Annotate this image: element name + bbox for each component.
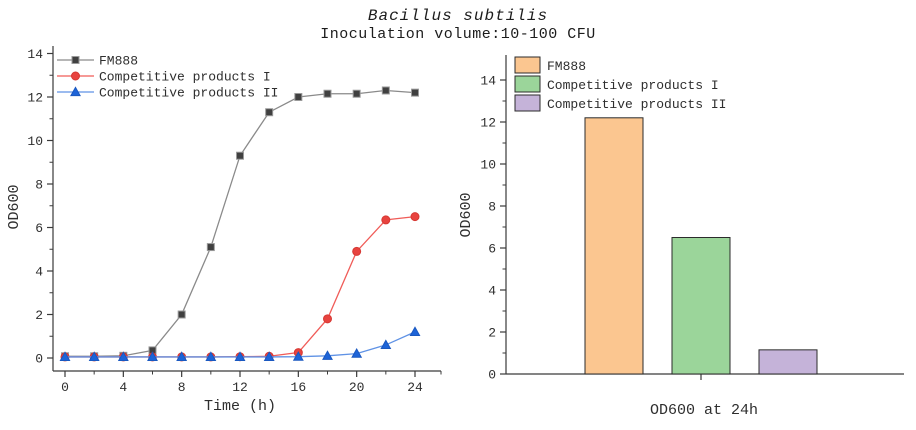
data-point-triangle xyxy=(147,351,158,362)
x-tick-label: 16 xyxy=(291,380,307,395)
legend-label: FM888 xyxy=(99,54,138,69)
data-point-circle xyxy=(323,314,332,324)
y-tick-label: 6 xyxy=(35,221,43,236)
data-point-triangle xyxy=(88,351,100,362)
data-point-square xyxy=(411,88,419,97)
y-tick-label: 2 xyxy=(35,308,43,323)
y-tick-label: 6 xyxy=(488,242,496,257)
y-tick-label: 2 xyxy=(488,326,496,341)
data-point-square xyxy=(177,310,186,319)
data-point-triangle xyxy=(205,351,217,362)
series-line xyxy=(65,215,416,358)
data-point-triangle xyxy=(70,86,81,97)
data-point-triangle xyxy=(59,351,71,362)
data-point-circle xyxy=(410,212,420,222)
data-point-circle xyxy=(71,71,80,81)
series-competitive-products-ii xyxy=(59,326,421,362)
y-tick-label: 12 xyxy=(27,91,43,106)
legend-label: Competitive products II xyxy=(99,86,278,101)
data-point-triangle xyxy=(292,351,304,361)
data-point-circle xyxy=(352,246,362,256)
data-point-circle xyxy=(381,215,391,225)
y-tick-label: 14 xyxy=(480,74,496,89)
y-tick-label: 12 xyxy=(480,116,496,131)
legend-label: Competitive products I xyxy=(547,78,719,93)
x-axis-title: OD600 at 24h xyxy=(650,402,758,419)
data-point-triangle xyxy=(234,351,246,362)
data-point-square xyxy=(352,89,361,98)
y-tick-label: 10 xyxy=(480,158,496,173)
legend-swatch xyxy=(514,56,541,74)
data-point-square xyxy=(265,108,274,117)
y-axis-title: OD600 xyxy=(458,192,475,237)
data-point-square xyxy=(236,151,244,160)
bar-fm888 xyxy=(584,117,644,375)
x-tick-label: 20 xyxy=(349,380,365,395)
y-tick-label: 10 xyxy=(27,134,43,149)
y-tick-label: 0 xyxy=(488,368,496,383)
bar-competitive-products-i xyxy=(671,237,731,375)
bar-competitive-products-ii xyxy=(758,349,818,375)
data-point-triangle xyxy=(322,350,333,360)
x-axis-title: Time (h) xyxy=(204,398,276,415)
legend-label: Competitive products II xyxy=(547,97,726,112)
legend-label: Competitive products I xyxy=(99,70,271,85)
series-line xyxy=(65,89,416,357)
data-point-square xyxy=(323,89,332,98)
x-tick-label: 4 xyxy=(119,380,127,395)
y-tick-label: 4 xyxy=(488,284,496,299)
series-fm888 xyxy=(61,86,419,361)
y-tick-label: 8 xyxy=(35,178,43,193)
data-point-triangle xyxy=(351,348,363,358)
legend-label: FM888 xyxy=(547,59,586,74)
legend-swatch xyxy=(514,75,541,93)
y-tick-label: 8 xyxy=(488,200,496,215)
data-point-triangle xyxy=(380,339,392,350)
x-tick-label: 24 xyxy=(407,380,423,395)
data-point-triangle xyxy=(409,326,421,336)
bar-chart: 0 2 4 6 8 10 12 14 OD600 at 24h OD600 FM888 Competi… xyxy=(458,55,904,419)
bar-chart-legend: FM888 Competitive products I Competitive p… xyxy=(514,56,726,112)
x-tick-label: 12 xyxy=(232,380,248,395)
data-point-triangle xyxy=(176,351,188,362)
data-point-square xyxy=(294,93,303,101)
y-tick-label: 4 xyxy=(35,265,43,280)
legend-swatch xyxy=(514,94,541,112)
data-point-square xyxy=(381,86,390,95)
y-tick-label: 14 xyxy=(27,47,43,62)
data-point-triangle xyxy=(117,351,129,362)
data-point-triangle xyxy=(263,351,275,362)
x-tick-label: 8 xyxy=(178,380,186,395)
x-tick-label: 0 xyxy=(61,380,69,395)
y-tick-label: 0 xyxy=(35,352,43,367)
data-point-square xyxy=(206,243,215,252)
series-competitive-products-i xyxy=(60,212,420,362)
y-axis-title: OD600 xyxy=(6,184,23,229)
data-point-square xyxy=(71,56,80,64)
